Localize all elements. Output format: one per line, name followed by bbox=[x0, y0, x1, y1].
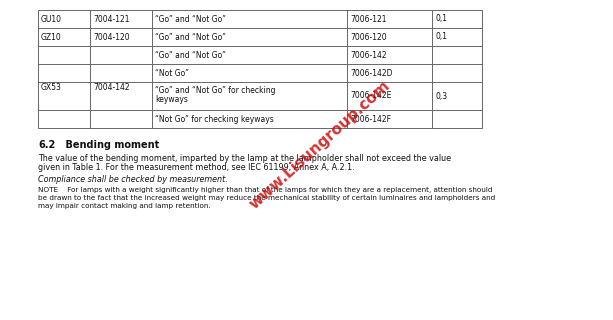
Text: 7006-142: 7006-142 bbox=[350, 51, 387, 60]
Text: be drawn to the fact that the increased weight may reduce the mechanical stabili: be drawn to the fact that the increased … bbox=[38, 195, 495, 201]
Text: Compliance shall be checked by measurement.: Compliance shall be checked by measureme… bbox=[38, 175, 228, 184]
Text: “Go” and “Not Go”: “Go” and “Not Go” bbox=[155, 51, 226, 60]
Text: NOTE    For lamps with a weight significantly higher than that of the lamps for : NOTE For lamps with a weight significant… bbox=[38, 187, 492, 193]
Text: 0,3: 0,3 bbox=[435, 92, 447, 100]
Text: 7006-142D: 7006-142D bbox=[350, 68, 392, 77]
Text: 0,1: 0,1 bbox=[435, 33, 447, 42]
Text: keyways: keyways bbox=[155, 95, 188, 104]
Text: “Not Go” for checking keyways: “Not Go” for checking keyways bbox=[155, 115, 274, 124]
Text: GU10: GU10 bbox=[41, 14, 62, 23]
Text: 7004-142: 7004-142 bbox=[93, 83, 129, 92]
Bar bbox=[38, 10, 482, 128]
Text: “Go” and “Not Go” for checking: “Go” and “Not Go” for checking bbox=[155, 86, 275, 95]
Text: 7006-142E: 7006-142E bbox=[350, 92, 391, 100]
Text: “Go” and “Not Go”: “Go” and “Not Go” bbox=[155, 33, 226, 42]
Text: given in Table 1. For the measurement method, see IEC 61199, Annex A, A.2.1.: given in Table 1. For the measurement me… bbox=[38, 163, 355, 172]
Text: 7004-120: 7004-120 bbox=[93, 33, 129, 42]
Text: “Not Go”: “Not Go” bbox=[155, 68, 189, 77]
Text: 7004-121: 7004-121 bbox=[93, 14, 129, 23]
Text: GX53: GX53 bbox=[41, 83, 62, 92]
Text: Bending moment: Bending moment bbox=[52, 140, 159, 150]
Text: www.Lisungroup.com: www.Lisungroup.com bbox=[246, 78, 394, 212]
Text: 0,1: 0,1 bbox=[435, 14, 447, 23]
Text: 7006-121: 7006-121 bbox=[350, 14, 387, 23]
Text: “Go” and “Not Go”: “Go” and “Not Go” bbox=[155, 14, 226, 23]
Text: may impair contact making and lamp retention.: may impair contact making and lamp reten… bbox=[38, 203, 211, 209]
Text: 7006-120: 7006-120 bbox=[350, 33, 387, 42]
Text: The value of the bending moment, imparted by the lamp at the lampholder shall no: The value of the bending moment, imparte… bbox=[38, 154, 451, 163]
Text: 7006-142F: 7006-142F bbox=[350, 115, 391, 124]
Text: GZ10: GZ10 bbox=[41, 33, 62, 42]
Text: 6.2: 6.2 bbox=[38, 140, 55, 150]
